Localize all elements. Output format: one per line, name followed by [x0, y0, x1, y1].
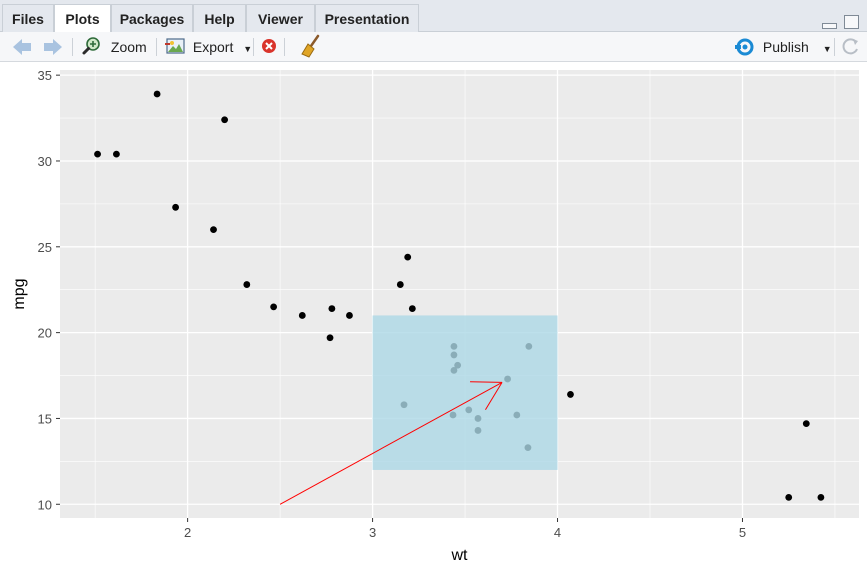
arrow-head	[485, 382, 503, 411]
data-point	[408, 305, 416, 312]
pane-tab-bar: Files Plots Packages Help Viewer Present…	[0, 0, 867, 33]
plot-viewer: 2 3 4 5 10 15 20 25 30 35 wt mpg	[0, 62, 867, 573]
back-arrow-icon[interactable]	[11, 32, 33, 62]
data-point	[298, 312, 306, 319]
zoom-label: Zoom	[110, 39, 147, 55]
data-point	[243, 281, 251, 288]
arrow-segment	[279, 381, 503, 505]
remove-plot-button[interactable]	[260, 32, 278, 62]
data-point	[94, 150, 101, 158]
tab-viewer[interactable]: Viewer	[246, 4, 315, 32]
y-tick-label: 35	[38, 68, 52, 83]
highlight-rectangle	[372, 315, 558, 470]
y-tick-label: 30	[38, 154, 52, 169]
refresh-button[interactable]	[841, 32, 861, 62]
data-point	[817, 494, 825, 501]
publish-label: Publish	[762, 39, 809, 55]
scatter-plot: 2 3 4 5 10 15 20 25 30 35 wt mpg	[11, 68, 859, 564]
zoom-button[interactable]: Zoom	[81, 32, 147, 62]
x-axis-title: wt	[451, 547, 469, 564]
export-dropdown[interactable]: Export ▼	[164, 32, 252, 62]
tab-plots[interactable]: Plots	[54, 4, 111, 33]
tab-help[interactable]: Help	[193, 4, 246, 32]
tab-packages[interactable]: Packages	[111, 4, 193, 32]
data-point	[210, 226, 217, 234]
export-label: Export	[192, 39, 234, 55]
zoom-icon	[82, 37, 100, 55]
data-point	[153, 90, 161, 98]
data-point	[785, 494, 793, 501]
y-tick-label: 25	[38, 240, 52, 255]
data-point	[328, 305, 336, 312]
tab-presentation[interactable]: Presentation	[315, 4, 419, 32]
data-point	[802, 420, 810, 427]
remove-plot-icon	[262, 39, 276, 53]
chevron-down-icon: ▼	[822, 44, 832, 54]
y-axis-title: mpg	[11, 278, 28, 309]
arrow-head	[470, 381, 503, 383]
toolbar-separator	[834, 38, 835, 56]
data-point	[270, 303, 278, 311]
tab-files[interactable]: Files	[2, 4, 54, 32]
data-point	[113, 150, 120, 158]
y-tick-label: 10	[38, 497, 52, 512]
minimize-pane-button[interactable]	[821, 23, 837, 29]
x-tick-label: 5	[739, 525, 746, 540]
data-point	[404, 253, 412, 261]
window-controls	[819, 11, 859, 29]
forward-arrow-icon[interactable]	[42, 32, 64, 62]
data-point	[396, 281, 404, 288]
publish-button[interactable]: Publish ▼	[734, 32, 832, 62]
y-tick-label: 15	[38, 411, 52, 426]
toolbar-separator	[284, 38, 285, 56]
maximize-pane-button[interactable]	[844, 15, 859, 29]
x-tick-label: 3	[369, 525, 376, 540]
clear-all-plots-button[interactable]	[300, 32, 322, 62]
data-point	[172, 203, 179, 211]
data-point	[326, 334, 334, 342]
toolbar-separator	[156, 38, 157, 56]
toolbar-separator	[72, 38, 73, 56]
data-point	[346, 312, 353, 319]
y-tick-label: 20	[38, 326, 52, 341]
chevron-down-icon: ▼	[243, 44, 253, 54]
broom-icon	[301, 34, 320, 58]
data-point	[221, 116, 229, 124]
refresh-icon	[842, 38, 858, 55]
export-image-icon	[165, 38, 185, 54]
x-tick-label: 4	[554, 525, 561, 540]
plots-toolbar: Zoom Export ▼ Publish ▼	[0, 32, 867, 62]
data-point	[567, 391, 574, 398]
publish-icon	[735, 38, 754, 56]
toolbar-separator	[253, 38, 254, 56]
x-tick-label: 2	[184, 525, 191, 540]
